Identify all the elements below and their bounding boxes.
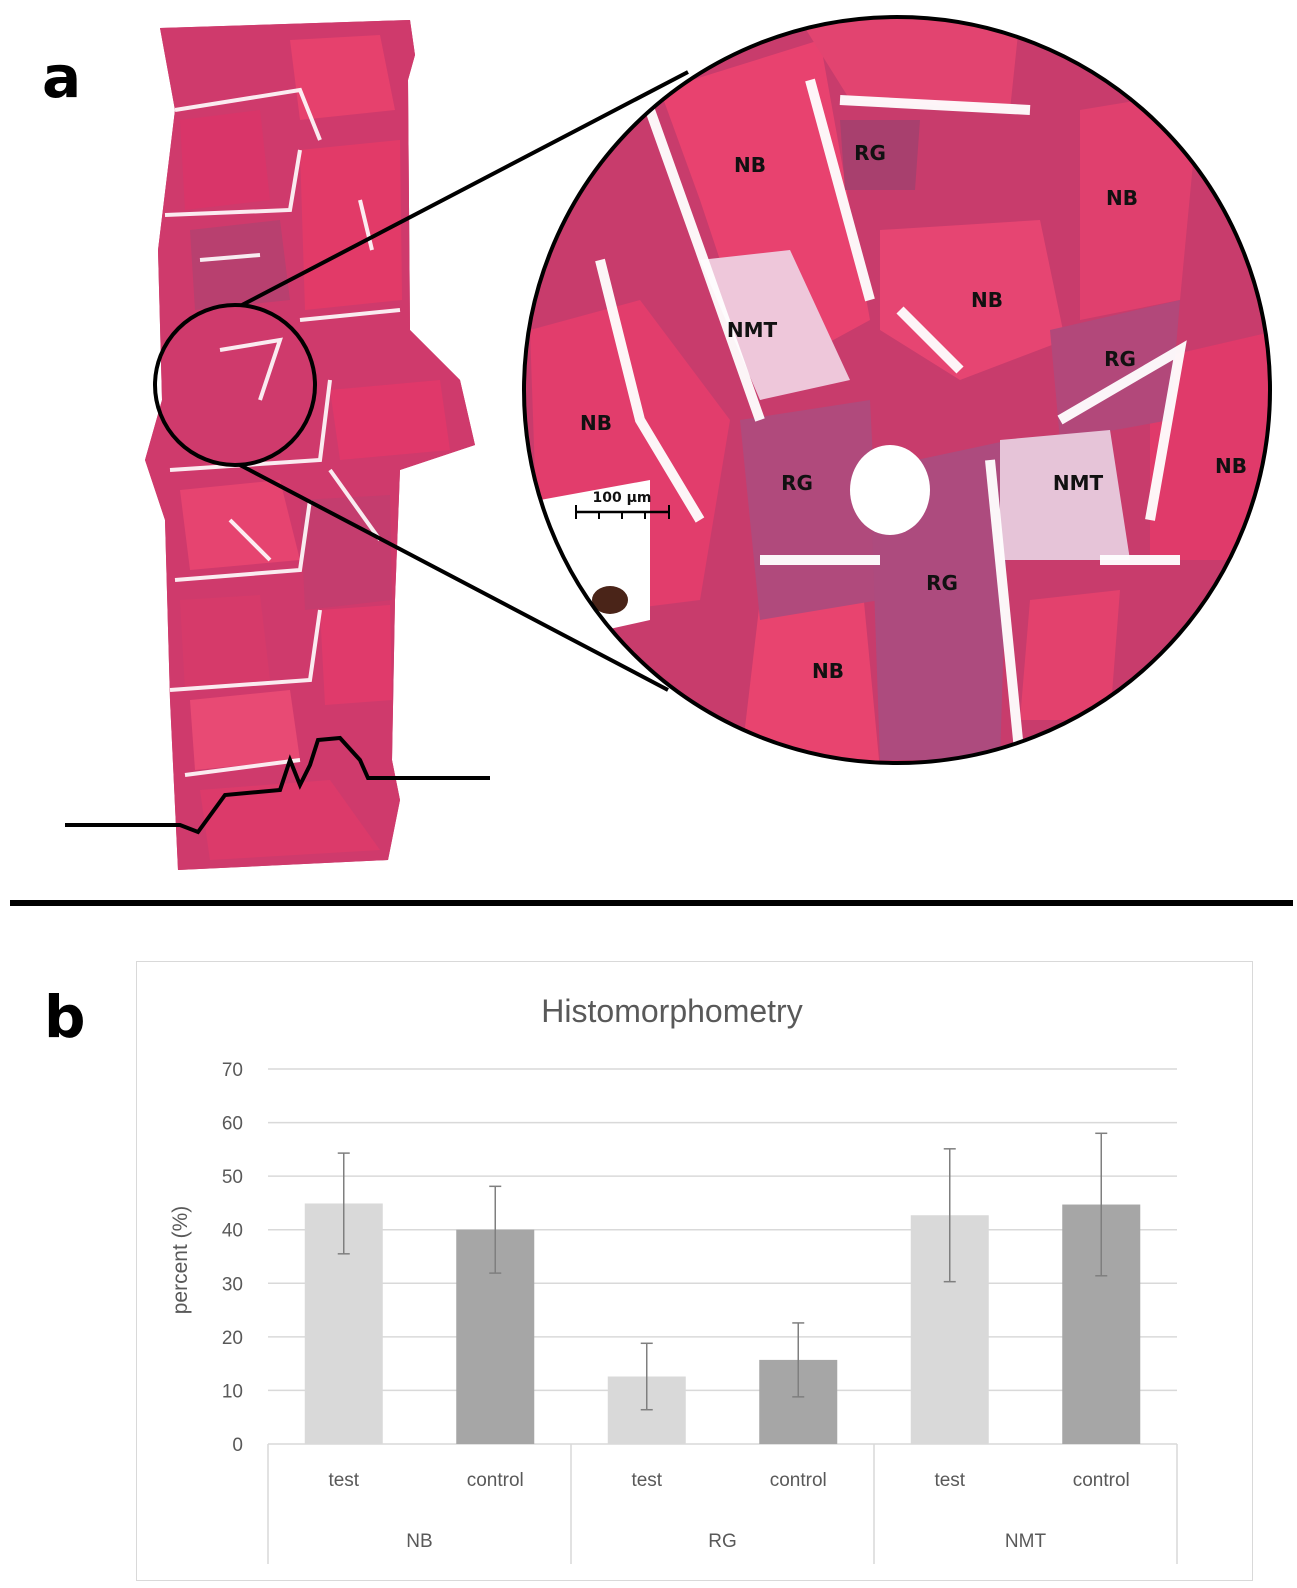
y-tick-label: 50	[222, 1167, 243, 1188]
panel-b-label: b	[44, 983, 86, 1051]
tissue-label: RG	[1104, 347, 1136, 371]
x-group-label: RG	[708, 1531, 737, 1552]
chart-frame: Histomorphometry percent (%) 0 10 20 30 40 50…	[136, 961, 1253, 1581]
histomorphometry-chart: Histomorphometry percent (%) 0 10 20 30 40 50…	[169, 993, 1178, 1564]
panel-a-label: a	[42, 43, 82, 111]
tissue-label: RG	[781, 471, 813, 495]
tissue-label: RG	[926, 571, 958, 595]
panel-divider	[10, 900, 1293, 906]
y-tick-label: 0	[232, 1435, 243, 1456]
y-axis-title: percent (%)	[169, 1206, 192, 1315]
tissue-label: NB	[812, 659, 844, 683]
magnified-inset: 100 µm NB RG NB NB NMT RG NB RG NMT NB R…	[522, 15, 1272, 765]
bars	[304, 1203, 1141, 1444]
y-tick-label: 10	[222, 1381, 243, 1402]
tissue-label: NMT	[727, 318, 778, 342]
tissue-label: NB	[1215, 454, 1247, 478]
tissue-label: NB	[971, 288, 1003, 312]
y-tick-label: 30	[222, 1274, 243, 1295]
x-category-label: control	[467, 1470, 524, 1491]
histology-figure: 100 µm NB RG NB NB NMT RG NB RG NMT NB R…	[65, 15, 1272, 870]
tissue-label: NB	[1106, 186, 1138, 210]
zoom-connector-top	[241, 70, 689, 307]
x-category-label: test	[328, 1470, 359, 1491]
tissue-label: NB	[734, 153, 766, 177]
scale-bar: 100 µm	[575, 490, 670, 519]
x-axis: test control test control test control NB RG NMT	[267, 1444, 1178, 1564]
y-tick-label: 40	[222, 1221, 243, 1242]
zoom-connector-bottom	[239, 463, 669, 692]
error-bars	[337, 1132, 1108, 1411]
y-tick-label: 70	[222, 1060, 243, 1081]
gridlines	[268, 1068, 1177, 1445]
x-group-label: NB	[406, 1531, 432, 1552]
y-axis-ticks: 0 10 20 30 40 50 60 70	[222, 1060, 243, 1456]
zoom-region-circle	[153, 303, 317, 467]
chart-title: Histomorphometry	[541, 993, 802, 1029]
tissue-label: RG	[854, 141, 886, 165]
x-category-label: control	[770, 1470, 827, 1491]
x-category-label: test	[934, 1470, 965, 1491]
x-category-label: test	[631, 1470, 662, 1491]
tissue-label: NB	[580, 411, 612, 435]
baseline-trace	[65, 735, 490, 835]
x-category-label: control	[1073, 1470, 1130, 1491]
x-group-label: NMT	[1005, 1531, 1047, 1552]
tissue-label: NMT	[1053, 471, 1104, 495]
y-tick-label: 60	[222, 1114, 243, 1135]
y-tick-label: 20	[222, 1328, 243, 1349]
biopsy-core	[145, 20, 475, 870]
scale-bar-label: 100 µm	[593, 490, 652, 506]
